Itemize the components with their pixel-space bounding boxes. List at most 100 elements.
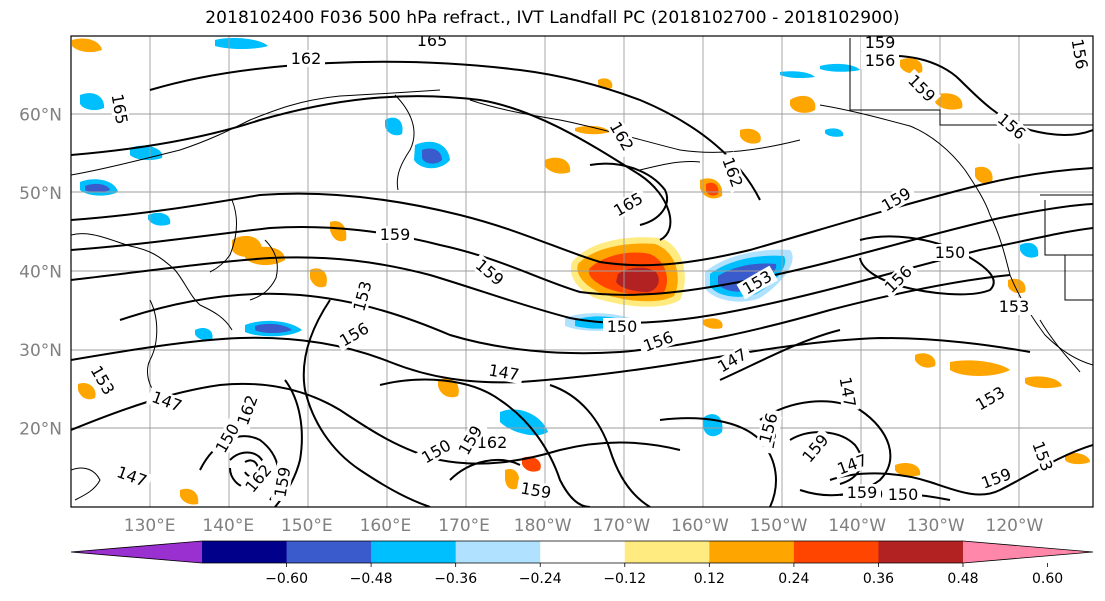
colorbar-tick-label: 0.48 [947,571,978,587]
positive-anomaly [180,488,199,505]
contour-label: 165 [417,31,448,50]
contour-label-bg [1028,435,1058,477]
positive-anomaly [935,93,963,110]
shading-layer [72,38,1090,505]
contour-label-bg [878,259,918,299]
contour-label-bg [604,115,639,157]
contour-label-bg [239,458,278,499]
colorbar-segment [624,541,710,563]
contour-label-bg [736,265,778,300]
contour-label-bg [975,463,1017,493]
lat-label: 50°N [19,184,62,204]
lon-label: 150°W [750,516,808,536]
longitude-labels: 130°E 140°E 150°E 160°E 170°E 180°W 170°W 160°W… [124,516,1044,536]
contour-label-bg [755,407,782,449]
contour-label: 159 [865,33,896,52]
positive-anomaly [915,353,936,368]
positive-anomaly [740,128,761,144]
colorbar-tick-labels: −0.60 −0.48 −0.36 −0.24 −0.12 0.12 0.24 0.36 0.4… [265,563,1063,587]
negative-anomaly [500,409,548,436]
colorbar-segment [202,541,288,563]
lon-label: 160°W [671,516,729,536]
lon-label: 180°W [514,516,572,536]
positive-anomaly [1008,278,1026,294]
map-frame [70,35,1094,508]
negative-anomaly [422,148,442,164]
colorbar-segment [540,541,626,563]
lon-label: 150°E [281,516,333,536]
negative-anomaly [780,71,815,79]
plot-title: 2018102400 F036 500 hPa refract., IVT La… [205,8,900,28]
contour-label-bg [835,371,860,413]
positive-anomaly [72,38,102,53]
lat-label: 40°N [19,263,62,283]
lat-label: 20°N [19,420,62,440]
contour-label: 156 [865,51,896,70]
positive-anomaly [975,166,993,184]
contour-label-bg [483,360,525,385]
negative-anomaly [825,128,844,137]
contour-label-bg [333,317,375,352]
contour-label-bg [861,36,899,51]
negative-anomaly [703,414,723,437]
contour-label: 150 [888,485,919,504]
contour-label: 162 [477,433,508,452]
positive-anomaly [575,125,610,135]
contour-label: 159 [847,483,878,502]
colorbar-tick-label: 0.24 [778,571,809,587]
contour-labels: 1651621651591561591561621621651591591561… [85,31,1092,504]
lon-label: 170°W [592,516,650,536]
contour-label-bg [843,484,881,501]
contour-label-bg [376,226,414,243]
colorbar-segment [371,541,457,563]
contour-label: 150 [935,243,966,262]
latitude-labels: 60°N 50°N 40°N 30°N 20°N [19,106,62,440]
positive-anomaly [330,220,347,242]
contour-label-bg [111,461,153,491]
contour-label-bg [453,419,488,461]
contour-label-bg [796,428,835,469]
contour-label-bg [473,434,511,451]
positive-anomaly [895,463,921,477]
contour-label: 162 [291,49,322,68]
contour-label-bg [969,381,1011,416]
colorbar-tick-label: −0.24 [519,571,562,587]
contour-label-bg [637,326,679,356]
positive-anomaly [1065,452,1090,465]
colorbar-tick-label: 0.36 [863,571,894,587]
lon-label: 120°W [986,516,1044,536]
contour-label-bg [469,253,510,292]
lon-label: 130°W [907,516,965,536]
negative-anomaly [215,38,268,49]
contour-label-bg [85,359,120,401]
positive-anomaly [900,58,923,74]
contour-label-bg [349,275,376,317]
lat-label: 30°N [19,341,62,361]
negative-anomaly [385,117,403,136]
colorbar-tick-label: −0.48 [350,571,393,587]
colorbar-tick-label: 0.12 [694,571,725,587]
contour-label: 159 [380,225,411,244]
contour-label-bg [1067,36,1092,75]
contour-label-bg [413,36,451,49]
contour-label-bg [884,486,922,503]
colorbar-tick-label: 0.60 [1032,571,1063,587]
contour-label-bg [861,52,899,69]
colorbar-tick-label: −0.36 [434,571,477,587]
positive-anomaly [310,268,327,288]
colorbar-tick-label: −0.60 [265,571,308,587]
colorbar-segment [793,541,879,563]
contour-label-bg [603,318,641,335]
positive-anomaly [1025,376,1062,389]
contour-label-bg [711,343,753,378]
contour-label-bg [415,434,457,469]
colorbar-outline [70,540,1094,564]
contour-label-bg [270,461,295,503]
colorbar-tick-label: −0.12 [603,571,646,587]
contour-label-bg [718,151,748,193]
positive-anomaly [505,468,520,490]
positive-anomaly [438,378,459,398]
colorbar-segment [709,541,795,563]
colorbar-segment [455,541,541,563]
colorbar-segment [71,541,202,563]
